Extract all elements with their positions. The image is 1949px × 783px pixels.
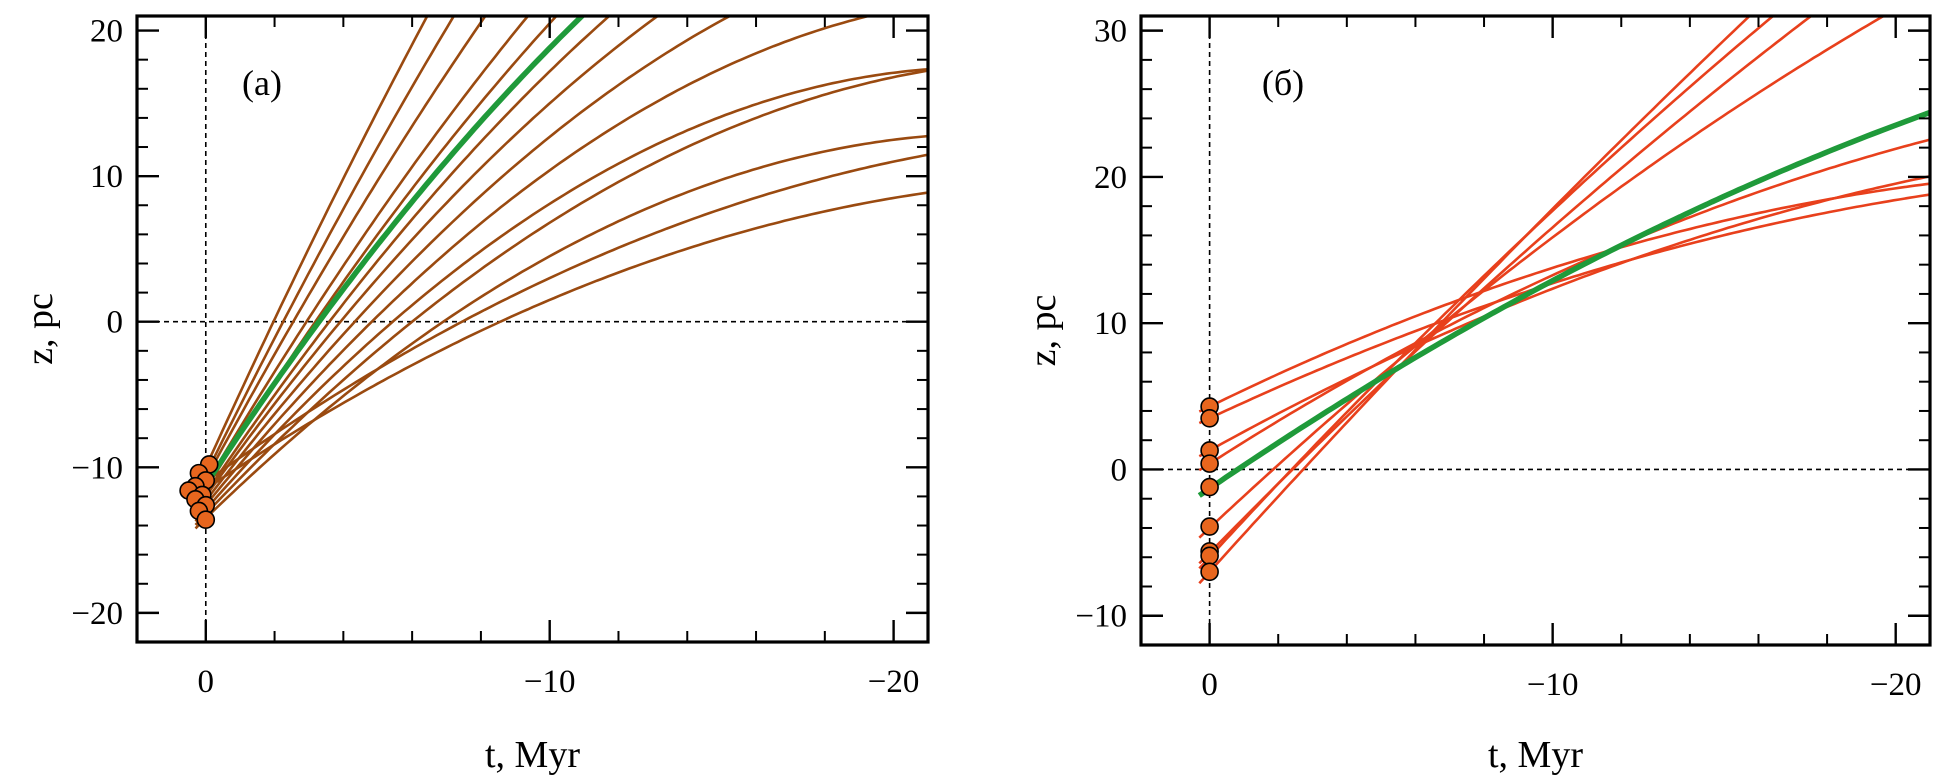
y-tick-label: 20 bbox=[90, 14, 123, 50]
orbit-track-12 bbox=[194, 134, 928, 530]
orbit-track-5 bbox=[194, 16, 559, 507]
orbit-track-highlight bbox=[193, 16, 586, 503]
orbit-track-13 bbox=[194, 153, 928, 491]
x-tick-label: −10 bbox=[524, 664, 576, 700]
x-tick-label: −10 bbox=[1527, 667, 1579, 703]
orbit-track-3 bbox=[1198, 174, 1930, 458]
y-axis-label: z, pc bbox=[19, 293, 61, 365]
orbit-track-7 bbox=[194, 16, 660, 512]
orbit-track-4 bbox=[194, 16, 530, 503]
orbit-track-2 bbox=[1198, 193, 1930, 425]
orbit-track-2 bbox=[194, 16, 456, 497]
y-tick-label: 10 bbox=[1094, 306, 1127, 342]
orbit-track-3 bbox=[194, 16, 487, 499]
plot-frame bbox=[135, 14, 930, 644]
star-point-5 bbox=[1200, 477, 1219, 497]
star-point-10 bbox=[196, 510, 216, 530]
orbit-track-7 bbox=[1198, 16, 1776, 570]
panel-label: (б) bbox=[1262, 63, 1304, 103]
y-tick-label: 10 bbox=[90, 159, 123, 195]
star-point-8 bbox=[1200, 546, 1219, 566]
plot-frame bbox=[1139, 14, 1932, 647]
x-tick-label: −20 bbox=[1870, 667, 1922, 703]
y-tick-label: 0 bbox=[1111, 452, 1128, 488]
y-tick-label: 0 bbox=[107, 305, 124, 341]
orbit-track-5 bbox=[1198, 16, 1887, 539]
panel-label: (а) bbox=[242, 63, 282, 103]
x-tick-label: 0 bbox=[1201, 667, 1218, 703]
star-point-6 bbox=[1200, 517, 1219, 536]
star-point-4 bbox=[1200, 454, 1219, 473]
y-tick-label: 30 bbox=[1094, 14, 1127, 50]
orbit-track-1 bbox=[1198, 182, 1930, 413]
orbit-track-8 bbox=[1198, 16, 1752, 585]
orbit-track-10 bbox=[194, 67, 928, 523]
y-axis-label: z, pc bbox=[1022, 295, 1064, 367]
star-point-2 bbox=[1200, 408, 1219, 428]
panel-b: 0 −10 −20 −10 0 10 20 30 (б) t, Myr z, pc bbox=[1022, 14, 1932, 776]
orbit-track-highlight bbox=[1197, 109, 1930, 498]
x-axis-label: t, Myr bbox=[1488, 734, 1583, 776]
x-tick-label: 0 bbox=[198, 664, 215, 700]
orbit-track-6 bbox=[194, 16, 612, 510]
orbit-track-8 bbox=[194, 16, 733, 516]
y-tick-label: −10 bbox=[1075, 599, 1127, 635]
orbit-track-14 bbox=[194, 191, 928, 498]
orbit-track-9 bbox=[194, 16, 874, 519]
orbit-track-6 bbox=[1198, 16, 1814, 565]
orbit-track-4 bbox=[1198, 138, 1930, 472]
star-point-9 bbox=[1200, 562, 1219, 582]
x-tick-label: −20 bbox=[868, 664, 920, 700]
y-tick-label: −10 bbox=[71, 450, 123, 486]
panel-a: 0 −10 −20 −20 −10 0 10 20 (а) t, Myr z, pc bbox=[19, 14, 930, 776]
y-tick-label: 20 bbox=[1094, 160, 1127, 196]
orbit-track-11 bbox=[194, 69, 928, 526]
orbit-track-1 bbox=[194, 16, 429, 491]
y-tick-label: −20 bbox=[71, 596, 123, 632]
x-axis-label: t, Myr bbox=[485, 734, 580, 776]
